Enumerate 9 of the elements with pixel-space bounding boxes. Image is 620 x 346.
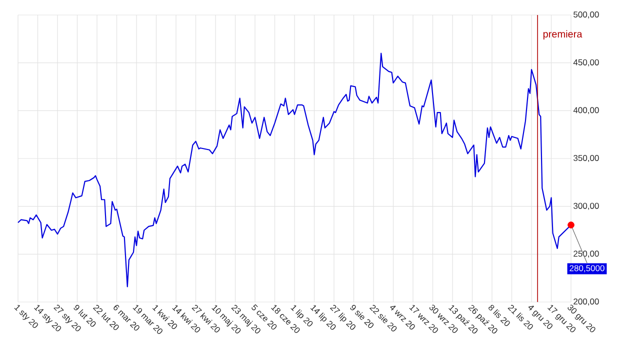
y-tick-label: 400,00 [573,107,599,114]
y-tick-label: 300,00 [574,202,599,210]
y-tick-label: 450,00 [573,59,599,66]
y-tick-label: 500,00 [574,11,599,19]
annotation: 280,5000 [570,265,604,272]
ref-line-label: premiera [543,30,582,40]
y-tick-label: 250,00 [574,250,599,258]
y-tick-label: 350,00 [574,154,599,162]
y-tick-label: 200,00 [574,298,599,306]
